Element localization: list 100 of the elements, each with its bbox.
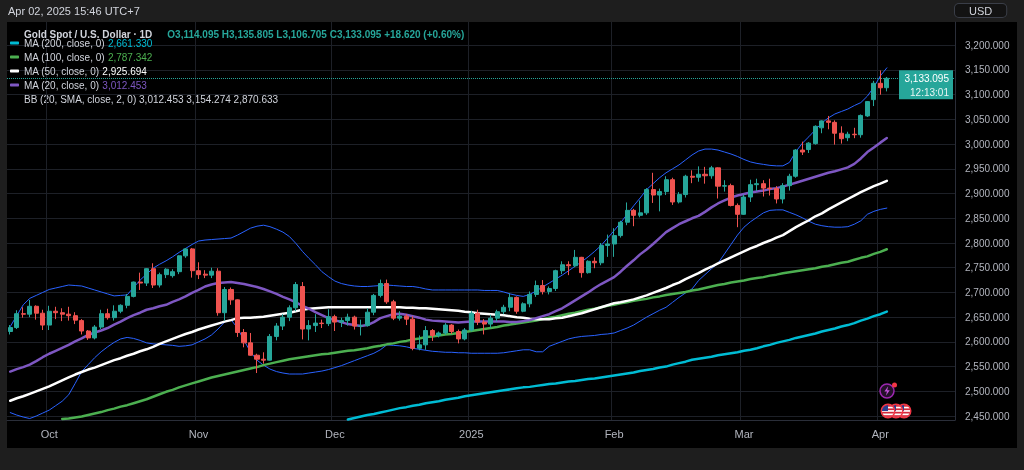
ref-line-label: 3,133.095 [904, 72, 950, 84]
candlestick [839, 125, 844, 145]
candlestick [715, 166, 721, 199]
candlestick [664, 175, 669, 196]
candlestick [378, 279, 383, 298]
x-tick-label: Nov [188, 427, 209, 440]
candlestick [579, 256, 584, 279]
y-tick-label: 3,050.000 [965, 113, 1010, 125]
candlestick [560, 260, 565, 275]
candlestick [586, 259, 591, 275]
legend-label: MA (50, close, 0) 2,925.694 [24, 65, 148, 77]
candlestick [157, 272, 162, 288]
candlestick [702, 166, 708, 185]
candlestick [53, 306, 58, 320]
y-tick-label: 2,700.000 [965, 286, 1010, 298]
candlestick [449, 323, 454, 335]
x-tick-label: Apr [871, 427, 890, 440]
candlestick [352, 315, 357, 331]
y-tick-label: 3,200.000 [965, 39, 1010, 51]
annotation: 12:13:01 [910, 86, 950, 98]
candlestick [696, 165, 701, 183]
candlestick [482, 318, 487, 335]
y-tick-label: 2,950.000 [965, 163, 1010, 175]
candlestick [222, 286, 227, 322]
candlestick [657, 188, 662, 212]
candlestick [488, 314, 493, 329]
candlestick [690, 169, 695, 184]
candlestick [475, 309, 480, 326]
candlestick [852, 127, 857, 139]
candlestick [47, 305, 52, 331]
candlestick [326, 308, 331, 327]
candlestick [469, 310, 474, 332]
candlestick [774, 185, 779, 204]
line-series [9, 67, 888, 328]
candlestick [27, 299, 32, 318]
candlestick [670, 177, 675, 206]
candlestick [878, 69, 883, 96]
y-tick-label: 2,450.000 [965, 410, 1010, 422]
candlestick [332, 314, 337, 332]
text: Apr 02, 2025 15:46 UTC+7 [8, 4, 140, 17]
y-tick-label: 2,800.000 [965, 237, 1010, 249]
candlestick [573, 249, 578, 268]
y-tick-label: 2,650.000 [965, 311, 1010, 323]
candlestick [858, 113, 863, 139]
candlestick [443, 322, 448, 336]
line-series [9, 179, 889, 402]
candlestick [800, 141, 805, 156]
candlestick [456, 329, 461, 344]
candlestick [391, 299, 396, 321]
candlestick [871, 80, 876, 107]
line-series [9, 207, 888, 420]
candlestick [105, 308, 110, 321]
y-tick-label: 3,000.000 [965, 138, 1010, 150]
y-tick-label: 2,600.000 [965, 336, 1010, 348]
x-tick-label: Feb [604, 427, 624, 440]
candlestick [631, 208, 636, 227]
line-series [9, 136, 889, 373]
candlestick [300, 281, 305, 340]
candlestick [722, 179, 727, 193]
candlestick [436, 331, 441, 338]
candlestick [138, 272, 143, 291]
y-tick-label: 2,850.000 [965, 212, 1010, 224]
candlestick [514, 295, 519, 315]
text: Gold Spot / U.S. Dollar · 1D [24, 28, 153, 40]
candlestick [709, 165, 714, 180]
y-tick-label: 2,550.000 [965, 361, 1010, 373]
candlestick [209, 267, 214, 279]
candlestick [566, 260, 571, 276]
line-series [346, 310, 889, 421]
x-tick-label: 2025 [459, 427, 484, 440]
candlestick [319, 319, 324, 329]
candlestick [651, 172, 656, 204]
candlestick [540, 279, 545, 295]
candlestick [780, 182, 785, 204]
y-tick-label: 2,500.000 [965, 385, 1010, 397]
candlestick [21, 306, 26, 319]
candlestick [625, 201, 630, 226]
candlestick [267, 333, 272, 362]
y-tick-label: 3,100.000 [965, 89, 1010, 101]
candlestick [865, 100, 870, 118]
candlestick [741, 194, 746, 216]
candlestick [92, 324, 97, 340]
candlestick [86, 329, 91, 341]
candlestick [397, 310, 402, 322]
y-tick-label: 2,750.000 [965, 262, 1010, 274]
candlestick [151, 262, 156, 289]
legend-label: MA (20, close, 0) 3,012.453 [24, 79, 148, 91]
x-tick-label: Dec [325, 427, 346, 440]
y-tick-label: 3,150.000 [965, 64, 1010, 76]
candlestick [534, 280, 539, 298]
legend-label: MA (100, close, 0) 2,787.342 [24, 51, 153, 63]
candlestick [384, 279, 389, 305]
candlestick [592, 256, 597, 269]
candlestick [306, 319, 311, 341]
line-series [60, 248, 889, 421]
x-tick-label: Mar [734, 427, 754, 440]
candlestick [845, 131, 850, 142]
candlestick [508, 292, 513, 312]
y-tick-label: 2,900.000 [965, 188, 1010, 200]
candlestick [358, 319, 363, 336]
